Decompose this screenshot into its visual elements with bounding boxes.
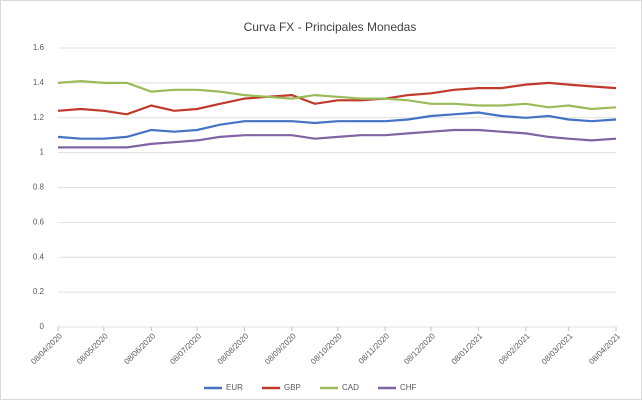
legend-label: CHF: [400, 383, 417, 392]
y-tick-label: 1: [40, 148, 45, 157]
series-line: [58, 128, 617, 149]
series-line: [57, 79, 617, 111]
y-tick-label: 1.2: [33, 113, 45, 122]
y-tick-label: 1.4: [33, 78, 45, 87]
series-line: [57, 81, 617, 116]
y-tick-label: 0: [40, 322, 45, 331]
legend-label: GBP: [284, 383, 301, 392]
chart-title: Curva FX - Principales Monedas: [244, 20, 417, 34]
series-line: [57, 111, 617, 140]
y-tick-label: 1.6: [33, 43, 45, 52]
y-tick-label: 0.2: [33, 287, 45, 296]
legend-label: CAD: [342, 383, 359, 392]
y-tick-label: 0.4: [33, 252, 45, 261]
legend-label: EUR: [226, 383, 243, 392]
y-tick-label: 0.6: [33, 217, 45, 226]
y-tick-label: 0.8: [33, 183, 45, 192]
